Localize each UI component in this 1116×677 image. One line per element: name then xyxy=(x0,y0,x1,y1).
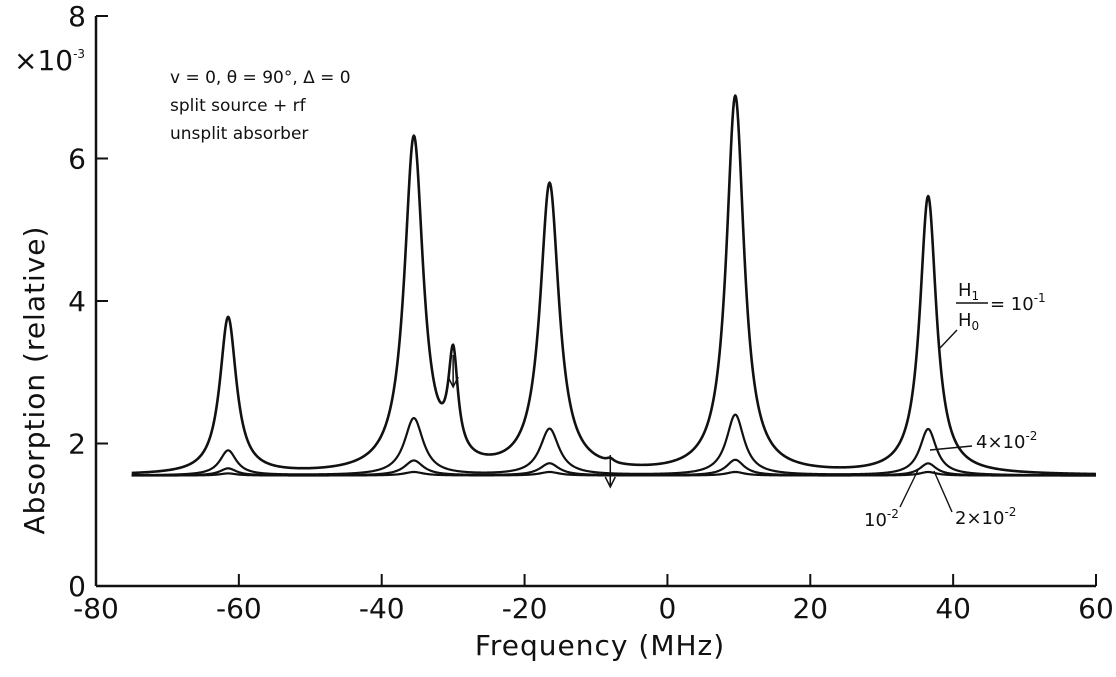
y-tick-label: 4 xyxy=(68,285,86,318)
x-tick-label: -40 xyxy=(359,592,405,625)
x-tick-label: 20 xyxy=(792,592,828,625)
curves xyxy=(131,94,1097,477)
label-1e-2: 10-2 xyxy=(864,469,919,531)
y-multiplier: ×10-3 xyxy=(14,44,85,77)
label-4e-2: 4×10-2 xyxy=(929,429,1037,453)
y-tick-label: 0 xyxy=(68,570,86,603)
axis-tick-labels: -80 -60 -40 -20 0 20 40 60 0 2 4 6 8 xyxy=(68,0,1114,625)
svg-text:= 10-1: = 10-1 xyxy=(990,291,1046,315)
y-axis-title: Absorption (relative) xyxy=(18,226,51,535)
annotation-line-1: v = 0, θ = 90°, Δ = 0 xyxy=(170,68,351,88)
x-tick-label: 60 xyxy=(1078,592,1114,625)
annotation-line-2: split source + rf xyxy=(170,96,307,116)
x-tick-label: 40 xyxy=(935,592,971,625)
y-tick-label: 6 xyxy=(68,143,86,176)
axis-ticks xyxy=(95,15,1097,587)
x-tick-label: -60 xyxy=(216,592,262,625)
x-axis-title: Frequency (MHz) xyxy=(475,629,725,662)
x-tick-label: 0 xyxy=(659,592,677,625)
annotation-line-3: unsplit absorber xyxy=(170,124,308,144)
arrow-markers xyxy=(447,355,616,489)
svg-text:2×10-2: 2×10-2 xyxy=(955,505,1016,529)
label-h1h0: H1 H0 = 10-1 xyxy=(939,280,1046,349)
svg-text:H1: H1 xyxy=(958,280,979,303)
y-tick-label: 8 xyxy=(68,0,86,33)
arrow-marker-head xyxy=(604,476,616,489)
svg-text:H0: H0 xyxy=(958,310,979,333)
x-tick-label: -80 xyxy=(73,592,119,625)
svg-text:4×10-2: 4×10-2 xyxy=(976,429,1037,453)
svg-text:10-2: 10-2 xyxy=(864,507,899,531)
y-tick-label: 2 xyxy=(68,428,86,461)
series-line xyxy=(131,94,1097,476)
arrow-marker-head xyxy=(447,376,459,389)
x-tick-label: -20 xyxy=(502,592,548,625)
label-2e-2: 2×10-2 xyxy=(933,470,1016,529)
